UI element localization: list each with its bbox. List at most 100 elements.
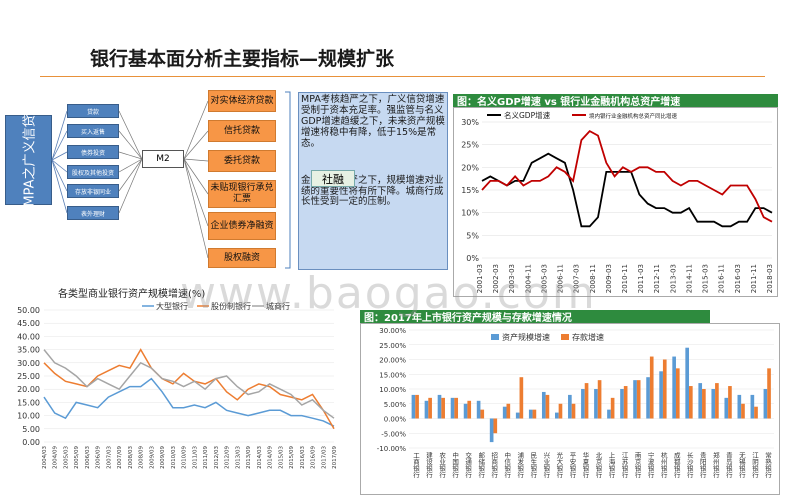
bar xyxy=(428,397,432,419)
y-tick-label: 25.00% xyxy=(379,342,406,350)
connector-line xyxy=(183,158,209,227)
x-tick-label: 青岛银行 xyxy=(724,451,732,480)
y-tick-label: 50.00 xyxy=(17,306,40,315)
x-tick-label: 2016/09 xyxy=(311,446,317,469)
x-tick-label: 2013-03 xyxy=(669,264,677,293)
left-item: 买入返售 xyxy=(67,124,119,138)
x-tick-label: 2014/09 xyxy=(268,446,274,469)
y-tick-label: 40.00 xyxy=(17,332,40,341)
x-tick-label: 2018-03 xyxy=(766,264,774,293)
bar xyxy=(581,389,585,419)
y-tick-label: 15.00% xyxy=(379,371,406,379)
connector-line xyxy=(183,100,209,160)
x-tick-label: 2015/09 xyxy=(289,446,295,469)
x-tick-label: 平安银行 xyxy=(568,452,576,480)
bar xyxy=(702,389,706,419)
chart1-title: 图：名义GDP增速 vs 银行业金融机构总资产增速 xyxy=(453,94,778,108)
x-tick-label: 2011-11 xyxy=(750,264,758,293)
connector-line xyxy=(51,130,68,161)
x-tick-label: 2008-11 xyxy=(589,264,597,293)
x-tick-label: 2014/03 xyxy=(257,446,263,469)
x-tick-label: 2007/09 xyxy=(117,446,123,469)
listed-bank-growth-chart: -10.00% -5.00% 0.00% 5.00% 10.00% 15.00% 20.00… xyxy=(360,323,780,495)
bar xyxy=(480,409,485,419)
x-tick-label: 2007/03 xyxy=(106,446,112,469)
connector-line xyxy=(118,158,143,192)
x-tick-label: 2016-11 xyxy=(718,264,726,293)
x-tick-label: 2010/09 xyxy=(182,446,188,469)
x-tick-label: 浦发银行 xyxy=(516,451,524,480)
chart3-title: 图：2017年上市银行资产规模与存款增速情况 xyxy=(360,310,710,324)
bar xyxy=(659,371,663,419)
connector-line xyxy=(51,159,68,214)
bar xyxy=(476,400,481,419)
x-tick-label: 2001-03 xyxy=(476,264,484,293)
bar xyxy=(519,377,524,419)
bar xyxy=(597,380,602,419)
bar xyxy=(502,406,507,419)
left-item: 贷款 xyxy=(67,104,119,118)
legend-label: 境内银行业金融机构总资产同比增速 xyxy=(589,112,678,120)
x-tick-label: 2011/03 xyxy=(192,446,198,469)
y-tick-label: 25.00 xyxy=(17,372,40,381)
y-tick-label: 25% xyxy=(461,141,479,150)
x-tick-label: 成都银行 xyxy=(672,451,680,480)
x-tick-label: 中信银行 xyxy=(503,451,511,480)
bar xyxy=(571,403,576,419)
right-item: 未贴现银行承兑汇票 xyxy=(208,180,276,208)
bar xyxy=(698,383,703,419)
connector-line xyxy=(51,110,68,161)
x-tick-label: 江阴银行 xyxy=(750,452,758,480)
bar xyxy=(636,380,641,419)
y-tick-label: 30% xyxy=(461,118,479,127)
x-tick-label: 2016-03 xyxy=(734,264,742,293)
connector-line xyxy=(183,158,209,195)
bar xyxy=(675,368,680,419)
y-tick-label: 5.00% xyxy=(384,401,407,409)
x-tick-label: 北京银行 xyxy=(594,452,602,480)
right-item: 信托贷款 xyxy=(208,120,276,142)
bar xyxy=(728,386,732,419)
bar xyxy=(424,400,429,419)
mpa-main-box: MPA之广义信贷 xyxy=(5,114,52,206)
x-tick-label: 无锡银行 xyxy=(737,452,745,480)
x-tick-label: 建设银行 xyxy=(425,451,433,480)
x-tick-label: 常熟银行 xyxy=(763,451,771,480)
right-item: 对实体经济贷款 xyxy=(208,90,276,112)
legend-label: 城商行 xyxy=(266,301,290,311)
x-tick-label: 2013/09 xyxy=(246,446,252,469)
bar xyxy=(610,397,615,419)
y-tick-label: 30.00 xyxy=(17,359,40,368)
connector-line xyxy=(51,151,68,161)
y-tick-label: 15% xyxy=(461,186,479,195)
x-tick-label: 2004-11 xyxy=(524,264,532,293)
x-tick-label: 2011/09 xyxy=(203,446,209,469)
x-tick-label: 2009/03 xyxy=(149,446,155,469)
x-tick-label: 兴业银行 xyxy=(542,451,550,480)
note-text-2: 金融监管趋严之下，规模增速对业绩的重要性将有所下降。城商行成长性受到一定的压制。 xyxy=(301,174,444,208)
right-item: 股权融资 xyxy=(208,248,276,268)
connector-line xyxy=(183,158,209,259)
x-tick-label: 2005/03 xyxy=(63,446,69,469)
bar xyxy=(454,397,459,419)
bar xyxy=(467,400,472,419)
bar xyxy=(715,383,719,419)
x-tick-label: 交通银行 xyxy=(464,451,472,480)
legend-label: 大型银行 xyxy=(156,301,188,311)
connector-line xyxy=(118,158,143,173)
bar xyxy=(623,386,628,419)
bar xyxy=(754,406,758,419)
connector-line xyxy=(118,130,143,160)
x-tick-label: 2005-03 xyxy=(540,264,548,293)
x-tick-label: 2012/03 xyxy=(214,446,220,469)
bar xyxy=(741,403,745,419)
legend-swatch xyxy=(561,334,569,340)
bar xyxy=(532,409,537,419)
bar xyxy=(767,368,771,419)
y-tick-label: 15.00 xyxy=(17,398,40,407)
y-tick-label: 0% xyxy=(466,254,479,263)
x-tick-label: 江苏银行 xyxy=(620,452,628,480)
y-tick-label: -10.00% xyxy=(377,445,407,453)
bar xyxy=(724,397,729,419)
